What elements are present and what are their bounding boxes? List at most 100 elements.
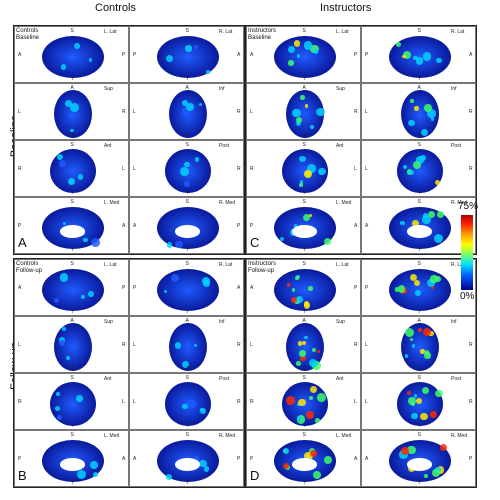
orientation-label-bottom: I: [186, 309, 188, 315]
activation-spot: [435, 389, 444, 398]
orientation-label-bottom: I: [303, 247, 305, 253]
activation-spot: [206, 70, 210, 74]
orientation-label-view: Sup: [104, 86, 113, 92]
brain-view-a-r-med: S I A P R. Med: [129, 197, 244, 254]
activation-spot: [422, 215, 432, 224]
orientation-label-left: L: [365, 108, 368, 115]
orientation-label-bottom: I: [71, 423, 73, 429]
activation-spot: [427, 211, 435, 219]
activation-spot: [182, 106, 190, 115]
orientation-label-top: A: [417, 318, 421, 324]
brain-image: [156, 268, 219, 311]
orientation-label-bottom: I: [303, 423, 305, 429]
orientation-label-left: A: [250, 284, 254, 291]
activation-spot: [296, 361, 301, 366]
activation-spot: [414, 279, 421, 286]
brain-image: [281, 381, 328, 426]
orientation-label-bottom: I: [303, 76, 305, 82]
activation-spot: [294, 40, 301, 47]
orientation-label-right: A: [354, 222, 358, 229]
activation-spot: [181, 99, 188, 107]
activation-spot: [411, 412, 418, 419]
orientation-label-left: R: [18, 398, 22, 405]
brain-image: [396, 148, 443, 193]
activation-spot: [422, 52, 431, 61]
brain-view-a-sup: A P L R Sup: [14, 83, 129, 140]
orientation-label-left: P: [250, 455, 254, 462]
activation-spot: [434, 276, 441, 282]
activation-spot: [283, 462, 290, 469]
activation-spot: [400, 447, 409, 456]
orientation-label-view: R. Lat: [451, 262, 465, 268]
activation-spot: [73, 43, 80, 50]
orientation-label-top: S: [302, 142, 306, 148]
orientation-label-top: S: [302, 432, 306, 438]
activation-spot: [304, 170, 312, 178]
orientation-label-left: L: [365, 398, 368, 405]
activation-spot: [415, 290, 422, 296]
activation-spot: [402, 164, 408, 169]
orientation-label-left: L: [133, 341, 136, 348]
orientation-label-right: L: [354, 398, 357, 405]
brain-view-c-post: S I L R Post: [361, 140, 476, 197]
colorbar-min-label: 0%: [460, 291, 475, 302]
orientation-label-bottom: P: [418, 366, 422, 372]
orientation-label-top: A: [185, 318, 189, 324]
orientation-label-view: L. Med: [104, 433, 120, 439]
brain-view-c-l-med: S I P A L. Med: [246, 197, 361, 254]
activation-spot: [170, 273, 179, 282]
orientation-label-left: R: [18, 165, 22, 172]
activation-spot: [62, 221, 66, 226]
colorbar: [461, 215, 473, 290]
activation-spot: [282, 447, 289, 454]
orientation-label-bottom: P: [418, 133, 422, 139]
brain-image: [388, 439, 451, 482]
activation-spot: [295, 116, 302, 123]
orientation-label-view: Ant: [104, 376, 112, 382]
panel-c: S I A P L. Lat S I P A R. Lat A P L R Sup A P L R Inf S I R L An…: [245, 25, 477, 255]
orientation-label-right: R: [122, 341, 126, 348]
brain-image: [273, 268, 336, 311]
orientation-label-bottom: I: [418, 247, 420, 253]
corpus-callosum-gap: [175, 225, 200, 238]
orientation-label-view: L. Med: [336, 200, 352, 206]
brain-view-c-l-lat: S I A P L. Lat: [246, 26, 361, 83]
activation-spot: [76, 394, 84, 403]
brain-image: [400, 322, 439, 371]
orientation-label-bottom: P: [186, 133, 190, 139]
activation-spot: [59, 273, 69, 282]
orientation-label-view: R. Lat: [219, 262, 233, 268]
activation-spot: [404, 354, 409, 358]
panel-header: Instructors Baseline: [248, 28, 277, 41]
activation-spot: [77, 174, 84, 180]
brain-image: [285, 89, 325, 138]
activation-spot: [174, 341, 182, 349]
orientation-label-top: S: [417, 199, 421, 205]
panel-letter: B: [18, 468, 27, 483]
orientation-label-right: P: [469, 455, 473, 462]
orientation-label-view: Inf: [451, 319, 457, 325]
activation-spot: [203, 466, 210, 473]
activation-spot: [185, 102, 194, 112]
brain-view-d-l-lat: S I A P L. Lat: [246, 259, 361, 316]
activation-spot: [185, 45, 192, 52]
activation-spot: [409, 337, 413, 341]
orientation-label-top: S: [70, 199, 74, 205]
orientation-label-bottom: I: [303, 480, 305, 486]
panel-a: S I A P L. Lat S I P A R. Lat A P L R Sup A P L R Inf S I R L An…: [13, 25, 245, 255]
activation-spot: [309, 395, 314, 400]
orientation-label-bottom: I: [186, 247, 188, 253]
activation-spot: [286, 283, 291, 287]
brain-image: [285, 322, 324, 371]
orientation-label-bottom: P: [71, 366, 75, 372]
activation-spot: [316, 393, 326, 403]
orientation-label-top: S: [417, 375, 421, 381]
activation-spot: [424, 104, 433, 112]
brain-image: [49, 148, 96, 193]
activation-spot: [88, 58, 93, 62]
panel-letter: A: [18, 235, 27, 250]
activation-spot: [423, 212, 429, 218]
activation-spot: [296, 296, 304, 304]
corpus-callosum-gap: [292, 225, 317, 238]
orientation-label-view: L. Lat: [104, 29, 117, 35]
